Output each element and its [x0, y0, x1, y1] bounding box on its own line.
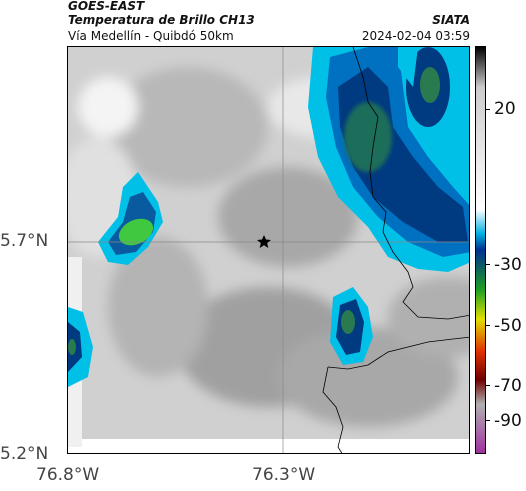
cold-cloud-southwest [68, 307, 93, 387]
satellite-map[interactable] [67, 46, 470, 454]
colorbar-tick-label: 20 [494, 99, 516, 119]
colorbar [475, 46, 486, 454]
cold-cloud-northeast [308, 47, 469, 272]
lat-tick-label: 5.2°N [0, 444, 49, 464]
cold-cloud-south [330, 287, 373, 365]
lon-tick-label: 76.3°W [252, 465, 316, 485]
region-label: Vía Medellín - Quibdó 50km [68, 29, 234, 43]
lat-tick-label: 5.7°N [0, 231, 49, 251]
colorbar-tick-label: -30 [494, 255, 522, 275]
star-icon [257, 235, 271, 248]
organization-label: SIATA [432, 13, 470, 27]
satellite-name: GOES-EAST [68, 0, 145, 13]
satellite-imagery [68, 47, 469, 453]
colorbar-tick-label: -90 [494, 411, 522, 431]
colorbar-tick-label: -70 [494, 376, 522, 396]
lon-tick-label: 76.8°W [36, 465, 100, 485]
timestamp-label: 2024-02-04 03:59 [361, 29, 470, 43]
colorbar-tick-label: -50 [494, 316, 522, 336]
product-title: Temperatura de Brillo CH13 [68, 13, 255, 27]
country-borders [322, 47, 469, 453]
